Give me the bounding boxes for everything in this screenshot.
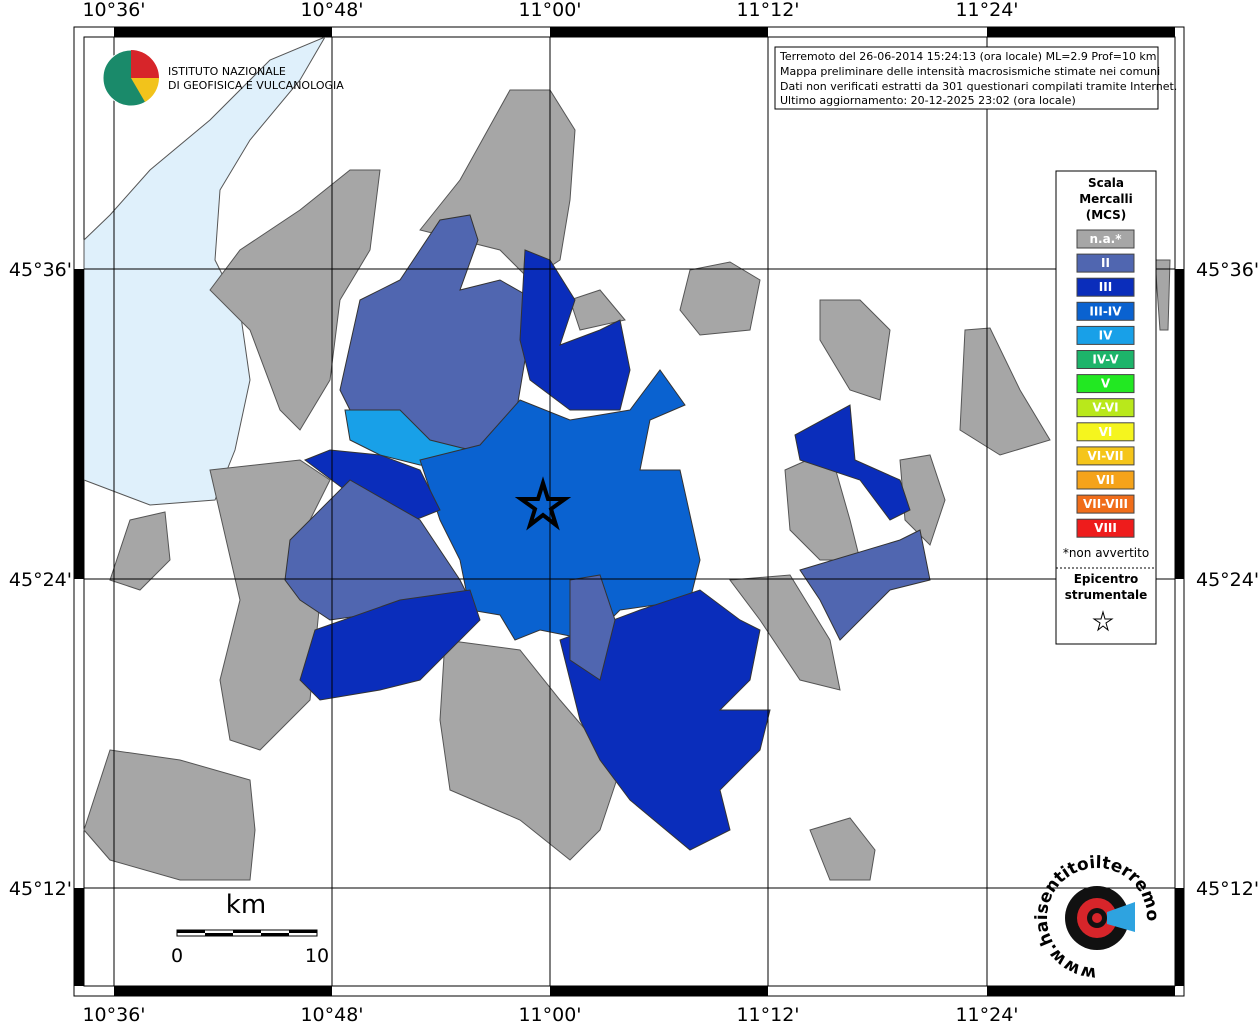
lon-label: 11°12'	[736, 1004, 799, 1024]
legend-swatch	[1076, 494, 1135, 514]
legend-swatch	[1076, 350, 1135, 369]
legend-title: Mercalli	[1079, 192, 1133, 206]
lon-label: 10°48'	[300, 0, 363, 21]
legend-label: VIII	[1094, 521, 1117, 535]
lake	[83, 35, 327, 506]
scale-bar: km 0 10	[171, 890, 329, 967]
map-area	[73, 26, 1185, 997]
legend-swatch	[1076, 422, 1135, 442]
legend-label: II	[1101, 256, 1110, 270]
scale-start: 0	[171, 945, 183, 967]
legend-label: III	[1099, 280, 1112, 294]
legend-label: V	[1101, 377, 1111, 391]
lat-label: 45°24'	[1196, 569, 1258, 591]
info-line: Dati non verificati estratti da 301 ques…	[780, 80, 1177, 93]
lat-label: 45°12'	[9, 878, 72, 900]
legend-swatch	[1076, 518, 1135, 538]
info-box: Terremoto del 26-06-2014 15:24:13 (ora l…	[774, 46, 1177, 110]
lat-labels: 45°36' 45°36' 45°24' 45°24' 45°12' 45°12'	[9, 259, 1258, 900]
legend-title: (MCS)	[1086, 208, 1127, 222]
legend-epicentre: strumentale	[1065, 588, 1148, 602]
legend-swatch	[1076, 277, 1135, 297]
municipalities	[83, 89, 1171, 881]
epicentre-star	[514, 476, 572, 531]
legend-label: IV-V	[1092, 353, 1119, 367]
scale-end: 10	[305, 945, 329, 967]
legend-epicentre: Epicentro	[1074, 572, 1139, 586]
frame-border	[73, 26, 1185, 997]
logo-line: ISTITUTO NAZIONALE	[168, 65, 286, 78]
legend-label: IV	[1099, 328, 1113, 342]
lon-label: 11°12'	[736, 0, 799, 21]
legend-label: VII-VIII	[1083, 497, 1128, 511]
legend-star	[1092, 610, 1114, 632]
legend-label: n.a.*	[1089, 232, 1122, 246]
legend-swatch	[1076, 301, 1135, 321]
info-line: Ultimo aggiornamento: 20-12-2025 23:02 (…	[780, 94, 1076, 107]
lon-labels: 10°36' 10°36' 10°48' 10°48' 11°00' 11°00' 11°1…	[82, 0, 1018, 1024]
lat-label: 45°36'	[1196, 259, 1258, 281]
legend-label: III-IV	[1089, 304, 1122, 318]
lon-label: 11°24'	[955, 1004, 1018, 1024]
scale-unit: km	[226, 890, 266, 920]
lat-label: 45°36'	[9, 259, 72, 281]
lat-label: 45°24'	[9, 569, 72, 591]
lon-label: 10°48'	[300, 1004, 363, 1024]
info-line: Terremoto del 26-06-2014 15:24:13 (ora l…	[779, 50, 1157, 63]
logo-line: DI GEOFISICA E VULCANOLOGIA	[168, 79, 344, 92]
legend-title: Scala	[1088, 176, 1124, 190]
legend-label: VI	[1099, 425, 1113, 439]
legend-note: *non avvertito	[1063, 546, 1149, 560]
legend: Scala Mercalli (MCS) *non avvertito Epic…	[1055, 170, 1157, 645]
legend-label: VI-VII	[1087, 449, 1123, 463]
legend-label: V-VI	[1092, 401, 1118, 415]
graticule	[84, 37, 1175, 986]
legend-swatch	[1076, 470, 1135, 490]
lon-label: 11°00'	[518, 1004, 581, 1024]
ingv-logo: ISTITUTO NAZIONALE DI GEOFISICA E VULCAN…	[102, 49, 344, 107]
legend-label: VII	[1096, 473, 1114, 487]
lon-label: 11°24'	[955, 0, 1018, 21]
legend-swatch	[1076, 325, 1135, 345]
legend-swatch	[1076, 374, 1135, 394]
legend-swatch	[1076, 446, 1135, 466]
lon-label: 10°36'	[82, 1004, 145, 1024]
legend-swatch	[1076, 398, 1135, 418]
legend-swatch	[1076, 253, 1135, 273]
legend-swatch	[1076, 229, 1135, 249]
lat-label: 45°12'	[1196, 878, 1258, 900]
lon-label: 11°00'	[518, 0, 581, 21]
lon-label: 10°36'	[82, 0, 145, 21]
info-line: Mappa preliminare delle intensità macros…	[780, 65, 1160, 78]
